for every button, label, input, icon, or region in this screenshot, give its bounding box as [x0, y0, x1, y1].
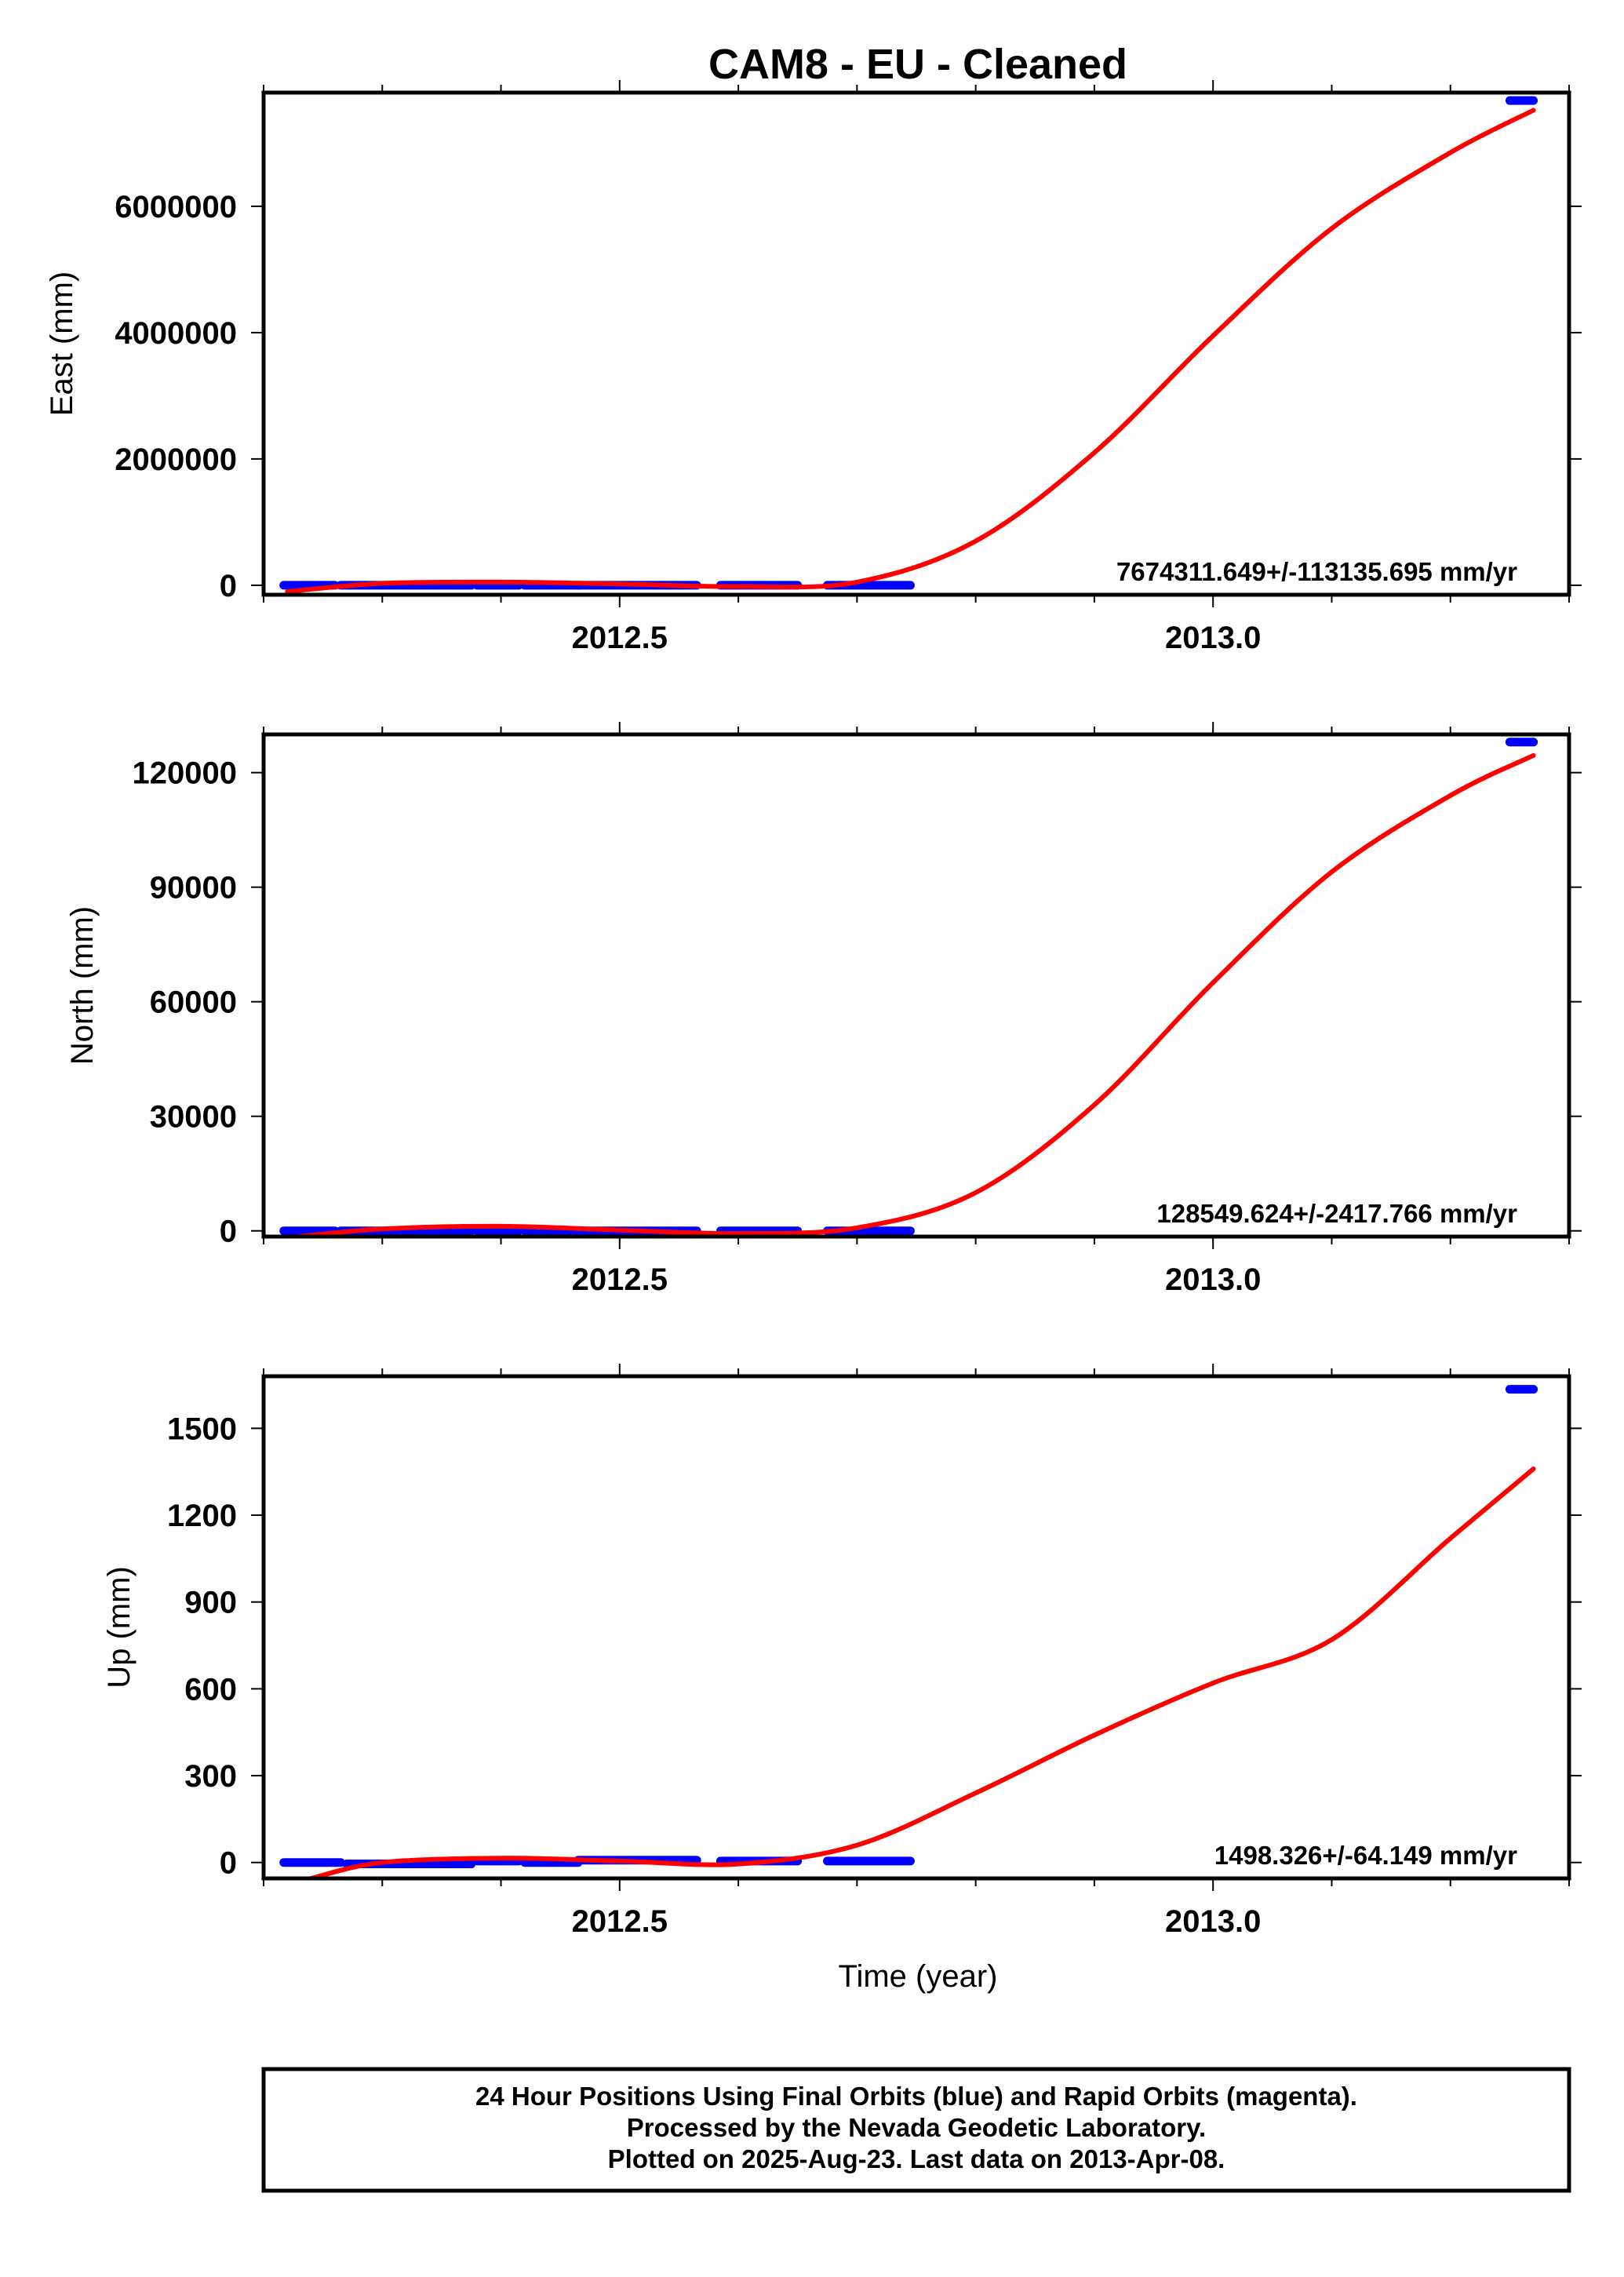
- velocity-annotation: 128549.624+/-2417.766 mm/yr: [1156, 1199, 1517, 1228]
- y-tick-label: 30000: [150, 1100, 237, 1135]
- y-axis-label: North (mm): [65, 906, 100, 1065]
- y-tick-label: 60000: [150, 985, 237, 1020]
- footer-line-2: Processed by the Nevada Geodetic Laborat…: [627, 2113, 1206, 2142]
- y-axis-label: Up (mm): [102, 1566, 137, 1689]
- y-tick-label: 120000: [133, 756, 237, 791]
- x-tick-label: 2012.5: [572, 1262, 668, 1297]
- y-tick-label: 6000000: [115, 190, 237, 224]
- x-axis-label: Time (year): [839, 1959, 998, 1994]
- fit-curve: [285, 752, 1536, 1237]
- y-axis-label: East (mm): [45, 271, 79, 416]
- x-tick-label: 2013.0: [1165, 1262, 1261, 1297]
- footer-line-1: 24 Hour Positions Using Final Orbits (bl…: [475, 2082, 1357, 2111]
- velocity-annotation: 7674311.649+/-113135.695 mm/yr: [1116, 557, 1517, 586]
- plot-area: [279, 96, 1538, 594]
- plot-frame: [261, 1374, 1571, 1881]
- x-tick-label: 2012.5: [572, 621, 668, 655]
- chart-title: CAM8 - EU - Cleaned: [708, 41, 1127, 88]
- up-panel: 0 300 600 900 1200 1500 2012.5 2013.0 Up (mm) 149…: [102, 1364, 1582, 1939]
- y-tick-label: 4000000: [115, 316, 237, 351]
- footer-line-3: Plotted on 2025-Aug-23. Last data on 201…: [608, 2144, 1225, 2173]
- y-tick-label: 0: [220, 1215, 237, 1249]
- plot-frame: [261, 732, 1571, 1239]
- y-tick-label: 300: [184, 1759, 237, 1794]
- x-tick-label: 2013.0: [1165, 1904, 1261, 1939]
- north-panel: 0 30000 60000 90000 120000 2012.5 2013.0 North …: [65, 722, 1582, 1297]
- y-tick-label: 90000: [150, 871, 237, 905]
- velocity-annotation: 1498.326+/-64.149 mm/yr: [1214, 1841, 1517, 1870]
- plot-area: [279, 738, 1538, 1237]
- x-tick-label: 2013.0: [1165, 621, 1261, 655]
- fit-curve: [285, 107, 1536, 594]
- footer-box: 24 Hour Positions Using Final Orbits (bl…: [261, 2067, 1571, 2193]
- plot-frame: [261, 90, 1571, 597]
- fit-curve: [308, 1466, 1536, 1878]
- east-panel: 0 2000000 4000000 6000000 2012.5 2013.0 East (…: [45, 80, 1582, 655]
- x-tick-label: 2012.5: [572, 1904, 668, 1939]
- y-tick-label: 900: [184, 1586, 237, 1620]
- plot-area: [279, 1385, 1538, 1878]
- y-tick-label: 0: [220, 569, 237, 603]
- y-tick-label: 600: [184, 1672, 237, 1707]
- y-tick-label: 1500: [167, 1412, 237, 1446]
- y-tick-label: 1200: [167, 1499, 237, 1533]
- y-tick-label: 0: [220, 1846, 237, 1881]
- footer-frame: [261, 2067, 1571, 2193]
- y-tick-label: 2000000: [115, 443, 237, 477]
